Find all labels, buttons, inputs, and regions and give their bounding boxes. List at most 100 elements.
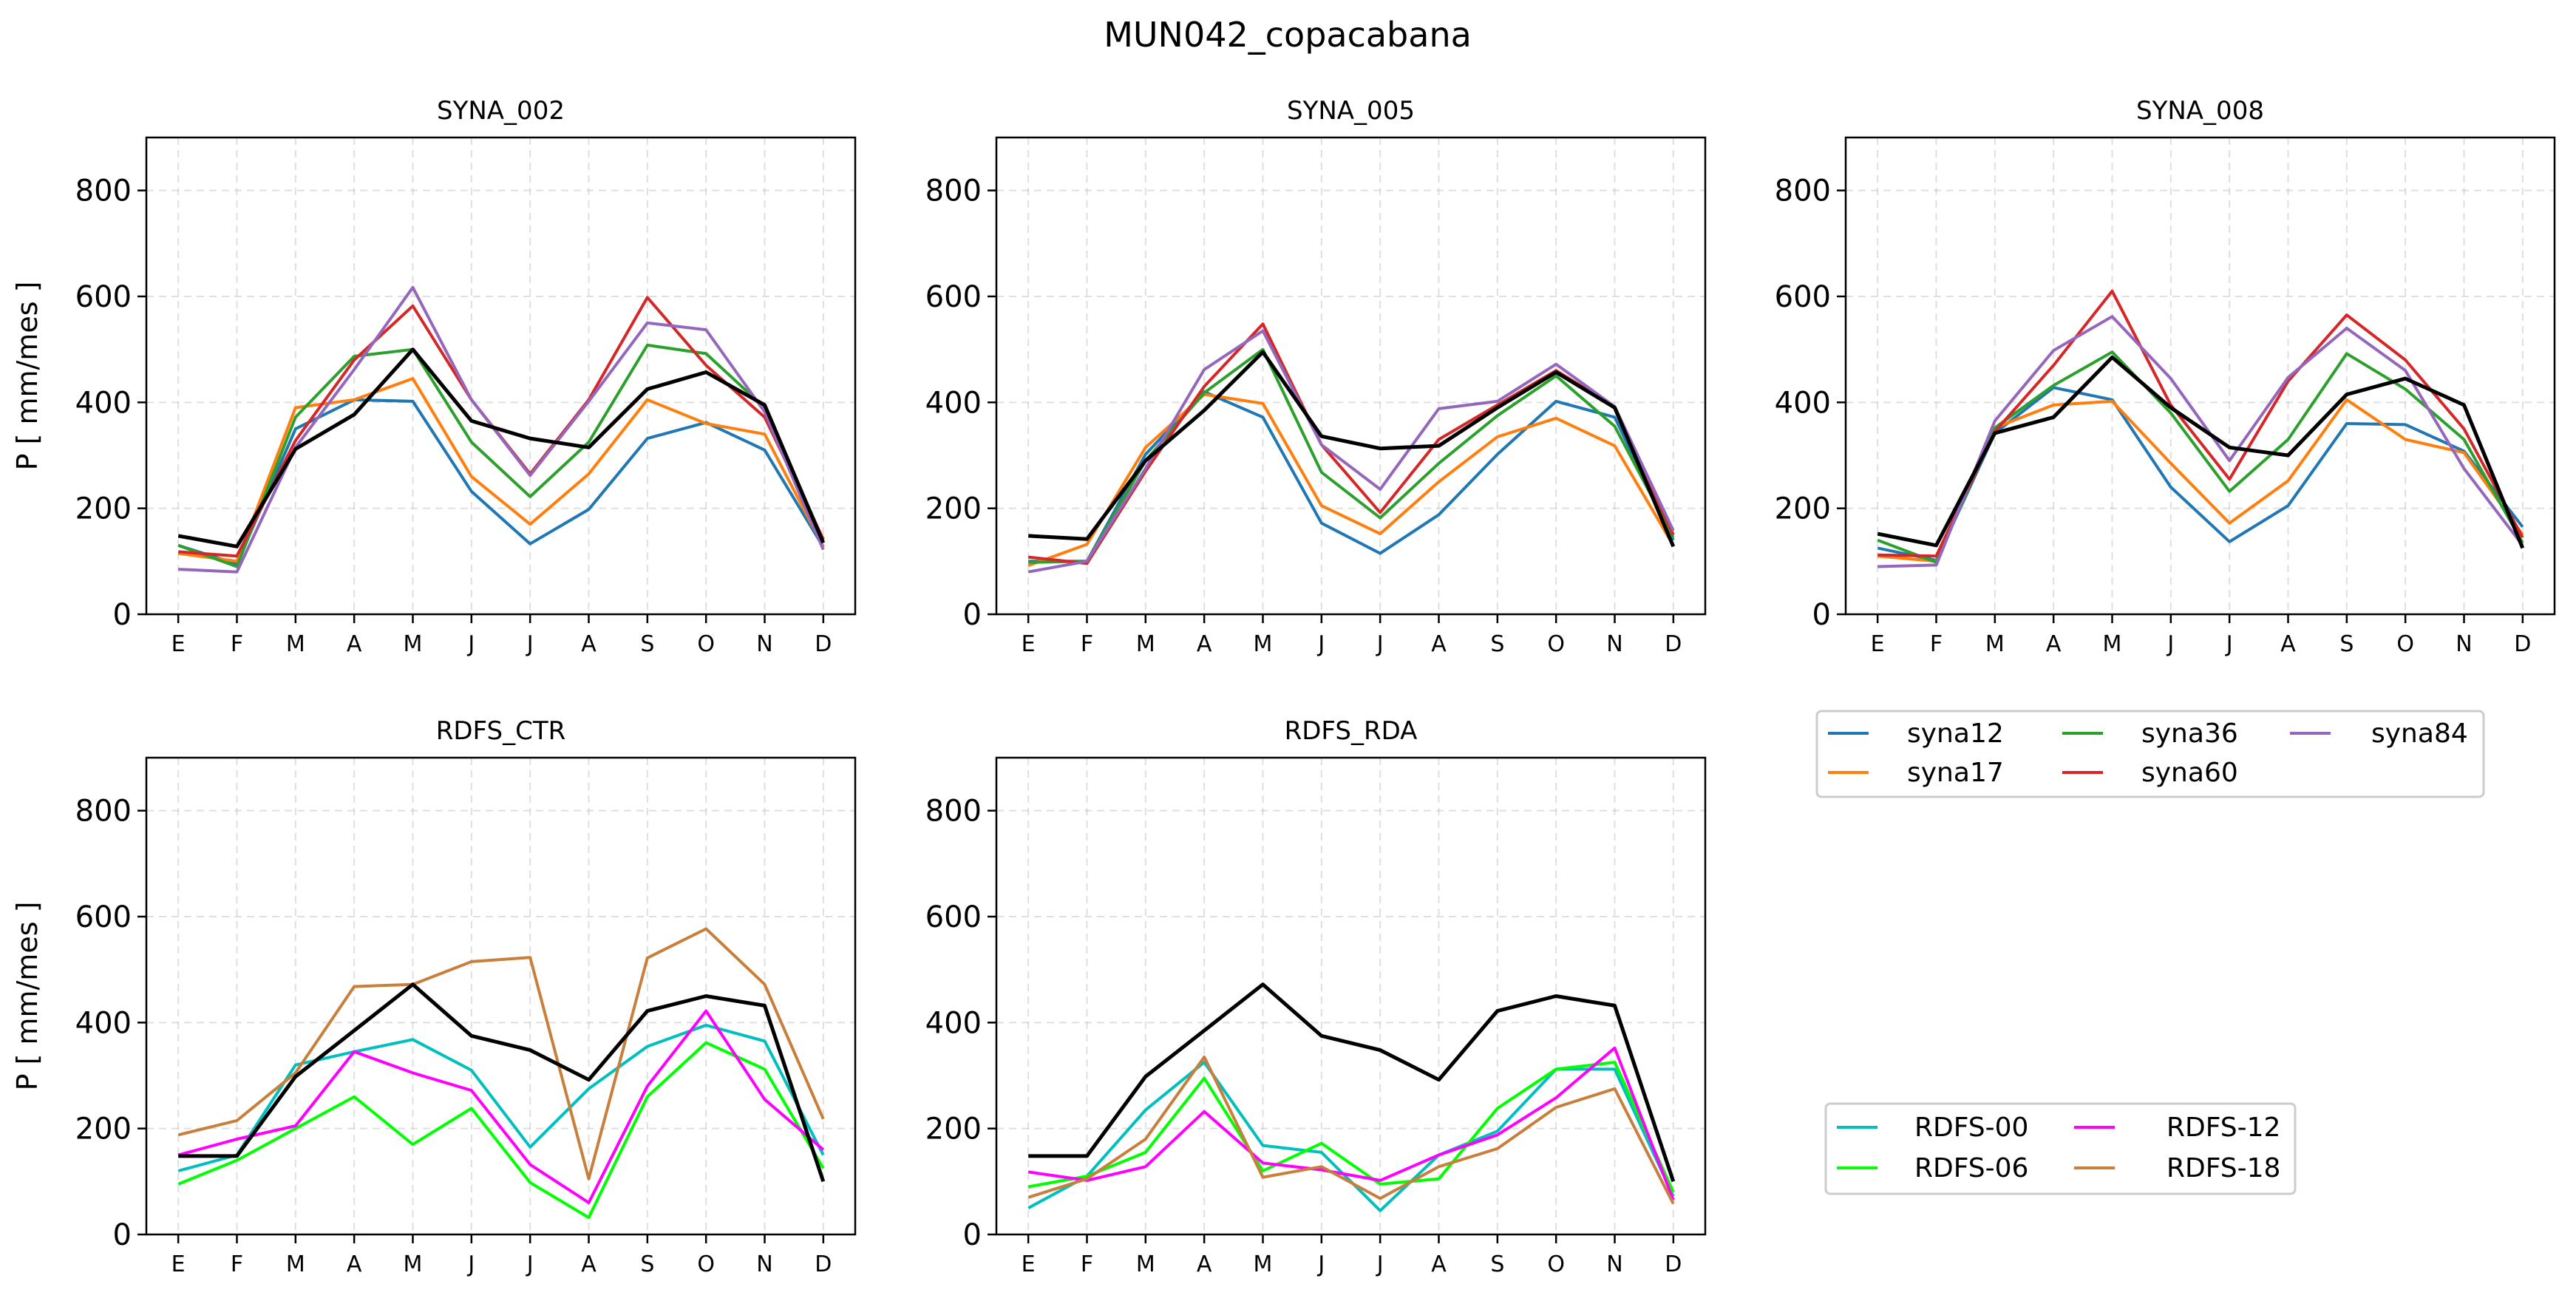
y-axis-label: P [ mm/mes ] (11, 902, 44, 1091)
xtick-label: J (1376, 1251, 1384, 1277)
xtick-label: N (2456, 631, 2472, 657)
series-line-rdfs-12 (177, 1009, 825, 1204)
axes-frame (995, 756, 1707, 1236)
ytick-label: 600 (75, 900, 132, 934)
xtick-label: M (2103, 631, 2122, 657)
panel-syna-002: 0 200 400 600 800 E F M A M J J A S O N D SYNA_002 P [ mm/… (11, 96, 857, 657)
xtick-label: O (1547, 631, 1565, 657)
series-line-rdfs-18 (1027, 1055, 1675, 1205)
legend-rdfs-frame (1824, 1102, 2297, 1195)
xtick-label: F (231, 1251, 243, 1277)
ytick-label: 0 (1812, 598, 1831, 632)
legend-label-syna84: syna84 (2371, 719, 2468, 749)
ytick-label: 200 (1775, 492, 1831, 526)
xtick-label: M (286, 631, 305, 657)
legend-label-syna36: syna36 (2141, 719, 2238, 749)
legend-syna: syna12 syna17 syna36 syna60 syna84 (1815, 710, 2485, 798)
xtick-label: N (756, 1251, 772, 1277)
xtick-label: N (1606, 1251, 1622, 1277)
xtick-label: J (526, 631, 534, 657)
xtick-label: A (581, 1251, 597, 1277)
xtick-label: S (1490, 631, 1504, 657)
xtick-label: M (1254, 631, 1273, 657)
ytick-label: 200 (925, 492, 982, 526)
xtick-label: M (1985, 631, 2005, 657)
xtick-label: O (697, 1251, 715, 1277)
panel-title: SYNA_005 (1287, 96, 1415, 126)
ytick-label: 200 (925, 1113, 982, 1147)
xtick-label: S (640, 631, 654, 657)
ytick-label: 200 (75, 492, 132, 526)
xtick-label: S (1490, 1251, 1504, 1277)
xtick-label: E (1022, 631, 1036, 657)
xtick-label: M (1136, 631, 1155, 657)
legend-label-rdfs-00: RDFS-00 (1914, 1113, 2028, 1143)
xtick-label: J (466, 631, 475, 657)
panel-title: SYNA_008 (2136, 96, 2264, 126)
panel-title: RDFS_CTR (436, 716, 565, 746)
ytick-label: 200 (75, 1113, 132, 1147)
series-line-reference (177, 347, 826, 548)
xtick-label: J (2225, 631, 2233, 657)
legend-label-syna60: syna60 (2141, 758, 2238, 788)
legend-label-syna12: syna12 (1907, 719, 2004, 749)
ytick-label: 800 (75, 174, 132, 208)
panels-group: 0 200 400 600 800 E F M A M J J A S O N D SYNA_002 P [ mm/… (11, 96, 2556, 1277)
legend-label-rdfs-12: RDFS-12 (2167, 1113, 2280, 1143)
series-line-syna84 (1027, 329, 1675, 574)
xtick-label: E (171, 631, 186, 657)
legend-rdfs: RDFS-00 RDFS-06 RDFS-12 RDFS-18 (1824, 1102, 2297, 1195)
ytick-label: 800 (925, 174, 982, 208)
series-line-syna36 (177, 343, 825, 568)
xtick-label: M (404, 631, 423, 657)
figure-title: MUN042_copacabana (1104, 15, 1472, 55)
xtick-label: D (815, 631, 832, 657)
panel-rdfs-ctr: 0 200 400 600 800 E F M A M J J A S O N D RDFS_CTR P [ mm/… (11, 716, 857, 1277)
xtick-label: A (347, 631, 362, 657)
xtick-label: J (2166, 631, 2174, 657)
legend-label-syna17: syna17 (1907, 758, 2004, 788)
xtick-label: A (581, 631, 597, 657)
series-line-rdfs-00 (1027, 1061, 1675, 1212)
xtick-label: M (404, 1251, 423, 1277)
ytick-label: 600 (925, 900, 982, 934)
xtick-label: D (1665, 631, 1682, 657)
panel-title: RDFS_RDA (1285, 716, 1418, 746)
xtick-label: A (2280, 631, 2296, 657)
xtick-label: D (2514, 631, 2531, 657)
series-line-rdfs-12 (1027, 1046, 1675, 1201)
series-line-reference (1028, 982, 1676, 1183)
y-axis-label: P [ mm/mes ] (11, 282, 44, 471)
xtick-label: M (1254, 1251, 1273, 1277)
xtick-label: S (2339, 631, 2354, 657)
ytick-label: 600 (75, 280, 132, 314)
legend-label-rdfs-18: RDFS-18 (2167, 1153, 2280, 1183)
xtick-label: A (1431, 631, 1447, 657)
ytick-label: 400 (925, 1006, 982, 1040)
xtick-label: O (2396, 631, 2414, 657)
series-line-reference (178, 982, 826, 1183)
series-line-syna84 (1877, 315, 2524, 568)
xtick-label: E (1871, 631, 1885, 657)
xtick-label: J (466, 1251, 475, 1277)
xtick-label: J (526, 1251, 534, 1277)
series-line-syna17 (177, 377, 825, 563)
series-line-syna12 (177, 398, 825, 565)
xtick-label: N (756, 631, 772, 657)
xtick-label: D (815, 1251, 832, 1277)
ytick-label: 800 (1775, 174, 1831, 208)
panel-title: SYNA_002 (437, 96, 565, 126)
ytick-label: 0 (963, 1218, 982, 1252)
ytick-label: 0 (963, 598, 982, 632)
xtick-label: M (286, 1251, 305, 1277)
ytick-label: 800 (925, 795, 982, 829)
xtick-label: A (1197, 1251, 1212, 1277)
xtick-label: S (640, 1251, 654, 1277)
axes-frame (145, 136, 857, 616)
xtick-label: J (1316, 631, 1325, 657)
ytick-label: 400 (75, 1006, 132, 1040)
ytick-label: 0 (113, 1218, 132, 1252)
xtick-label: A (2046, 631, 2062, 657)
ytick-label: 800 (75, 795, 132, 829)
axes-frame (145, 756, 857, 1236)
